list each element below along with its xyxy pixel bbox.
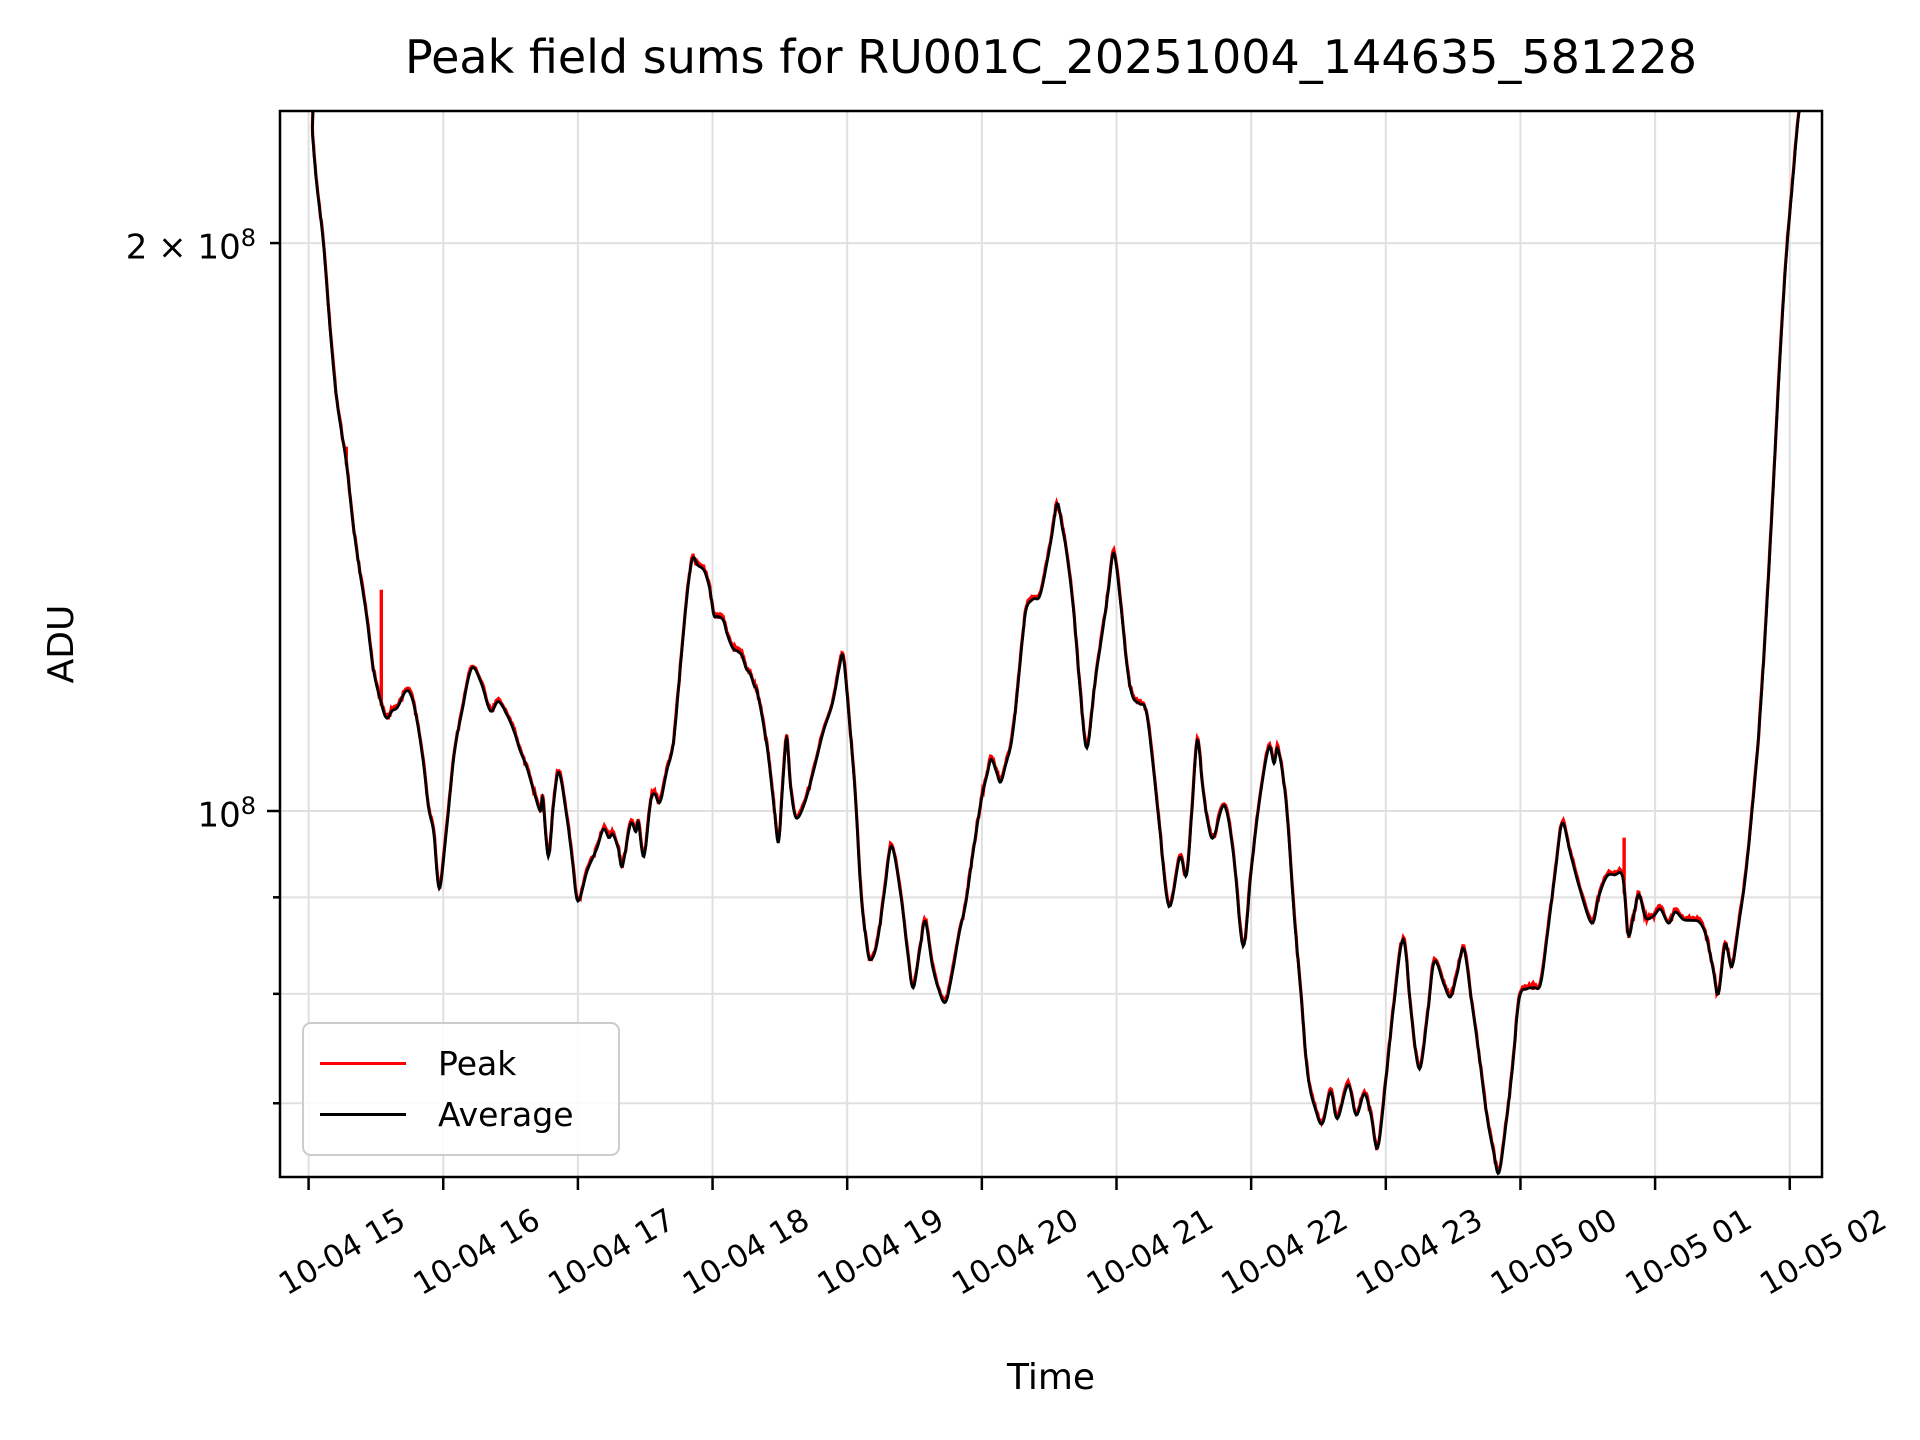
x-axis-label: Time [1006, 1357, 1096, 1398]
y-tick-label-2e8: 2 × 108 [0, 226, 256, 264]
x-tick-label: 10-04 17 [542, 1202, 681, 1303]
x-tick-label: 10-04 23 [1350, 1202, 1489, 1303]
plot-border [278, 109, 1824, 1179]
legend-label-peak: Peak [438, 1044, 517, 1083]
x-tick-label: 10-04 15 [273, 1202, 412, 1303]
series [310, 111, 1801, 1176]
x-tick-label: 10-04 21 [1081, 1202, 1220, 1303]
y-tick-2e8-base: 2 × 10 [125, 227, 241, 268]
legend: Peak Average [302, 1022, 620, 1156]
y-tick-label-1e8: 108 [0, 794, 256, 832]
x-tick-label: 10-04 18 [677, 1202, 816, 1303]
legend-line-average [320, 1113, 406, 1116]
x-tick-label: 10-04 22 [1215, 1202, 1354, 1303]
chart-title: Peak field sums for RU001C_20251004_1446… [405, 30, 1697, 84]
y-tick-2e8-exp: 8 [240, 224, 256, 252]
x-tick-label: 10-04 20 [946, 1202, 1085, 1303]
x-tick-label: 10-04 19 [811, 1202, 950, 1303]
y-tick-1e8-base: 10 [197, 795, 241, 836]
y-tick-1e8-exp: 8 [240, 792, 256, 820]
y-axis-label: ADU [41, 604, 82, 684]
gridlines [280, 111, 1822, 1177]
legend-label-average: Average [438, 1095, 574, 1134]
series-average [310, 111, 1801, 1176]
x-tick-label: 10-05 00 [1485, 1202, 1624, 1303]
series-peak [310, 111, 1801, 1172]
legend-item-average: Average [320, 1098, 618, 1131]
legend-item-peak: Peak [320, 1047, 618, 1080]
x-tick-label: 10-04 16 [408, 1202, 547, 1303]
x-tick-label: 10-05 02 [1754, 1202, 1893, 1303]
tick-marks [267, 241, 1791, 1190]
legend-line-peak [320, 1062, 406, 1065]
x-tick-label: 10-05 01 [1619, 1202, 1758, 1303]
